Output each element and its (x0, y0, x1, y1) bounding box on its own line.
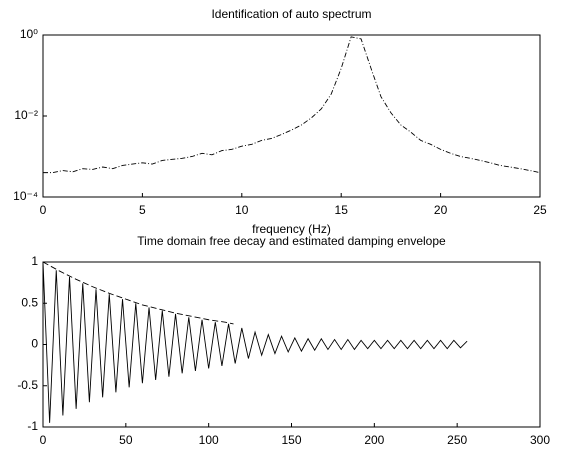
y-tick-label: 10⁻⁴ (13, 189, 38, 203)
x-axis-label: frequency (Hz) (252, 222, 331, 236)
x-tick-label: 300 (530, 433, 550, 447)
x-tick-label: 150 (281, 433, 301, 447)
x-tick-label: 5 (139, 203, 146, 217)
data-line (42, 261, 234, 325)
chart-title: Time domain free decay and estimated dam… (137, 234, 446, 248)
x-tick-label: 20 (434, 203, 448, 217)
y-tick-label: -1 (27, 419, 38, 433)
x-tick-label: 50 (119, 433, 133, 447)
data-line (43, 36, 541, 174)
x-tick-label: 100 (199, 433, 219, 447)
y-tick-label: 0.5 (21, 295, 38, 309)
x-tick-label: 0 (40, 203, 47, 217)
y-tick-label: 0 (31, 337, 38, 351)
y-tick-label: -0.5 (17, 378, 38, 392)
x-tick-label: 250 (447, 433, 467, 447)
chart-title: Identification of auto spectrum (211, 7, 371, 21)
plot-area (42, 34, 541, 198)
x-tick-label: 200 (364, 433, 384, 447)
y-tick-label: 1 (31, 254, 38, 268)
x-tick-label: 15 (335, 203, 349, 217)
x-tick-label: 0 (40, 433, 47, 447)
x-tick-label: 10 (235, 203, 249, 217)
y-tick-label: 10⁻² (14, 108, 38, 122)
x-tick-label: 25 (533, 203, 547, 217)
y-tick-label: 10⁰ (20, 27, 38, 41)
data-line (42, 261, 468, 423)
